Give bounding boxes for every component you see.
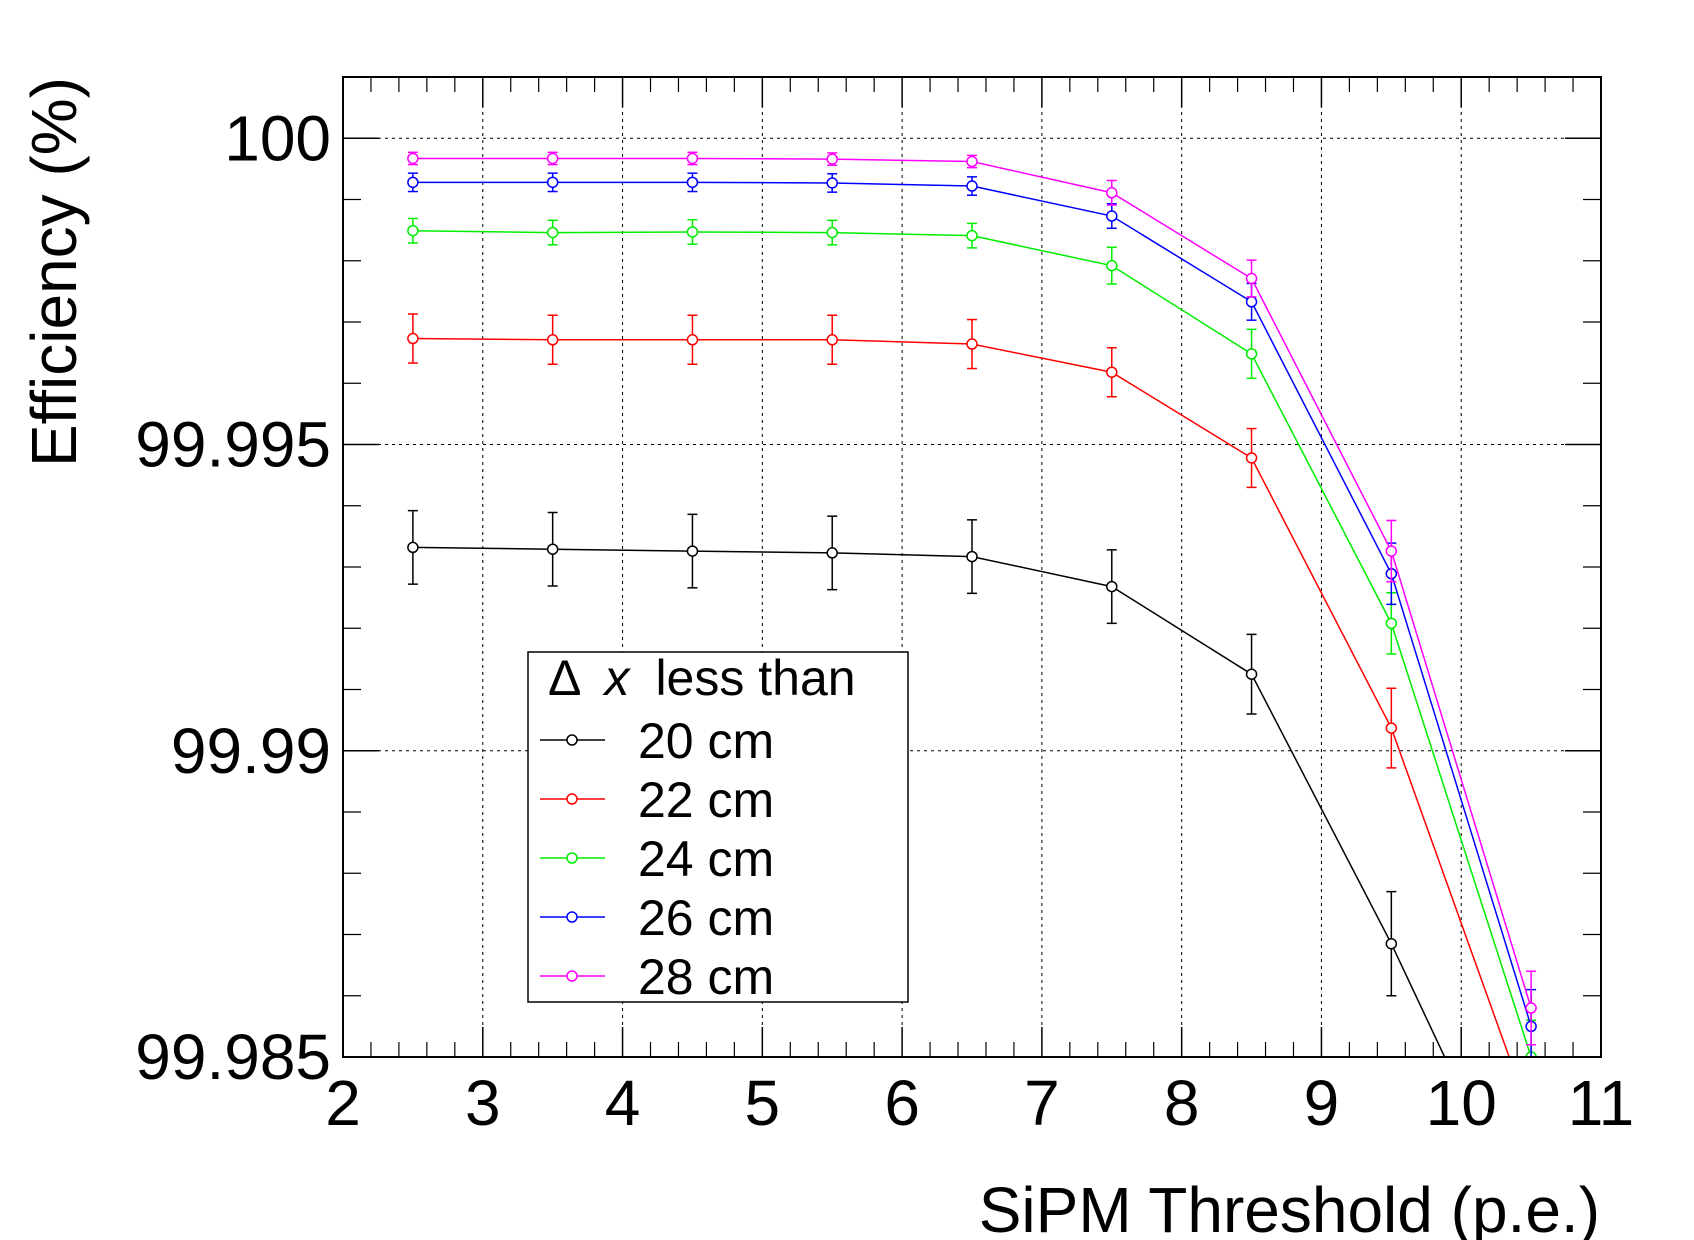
x-tick-label: 4	[605, 1067, 641, 1139]
data-point	[1525, 1002, 1537, 1014]
x-tick-label: 11	[1568, 1067, 1634, 1139]
data-point	[407, 152, 419, 165]
legend-entry: 24 cm	[540, 831, 774, 887]
data-point	[1245, 348, 1258, 360]
x-tick-label: 7	[1024, 1067, 1060, 1139]
plot-frame	[342, 76, 1602, 1058]
data-point	[1106, 366, 1118, 378]
legend-swatch-marker	[566, 793, 578, 805]
series-22-cm	[407, 313, 1536, 1123]
legend-title-text: less than	[655, 650, 855, 706]
data-point	[1106, 259, 1118, 272]
x-tick-label: 10	[1426, 1067, 1497, 1139]
data-point	[686, 152, 699, 165]
x-tick-label: 5	[745, 1067, 781, 1139]
axis-ticks	[342, 77, 1602, 1058]
data-series	[407, 151, 1537, 1123]
data-point	[1385, 722, 1398, 734]
x-tick-label: 9	[1304, 1067, 1340, 1139]
data-point	[966, 229, 978, 242]
data-point	[826, 334, 838, 346]
data-point	[546, 152, 559, 165]
legend-swatch-marker	[566, 734, 578, 746]
data-point	[1245, 272, 1258, 285]
series-26-cm	[407, 172, 1537, 1057]
legend-swatch-marker	[566, 970, 578, 982]
data-point	[1245, 296, 1258, 308]
y-tick-label: 99.995	[135, 409, 331, 481]
legend-swatch-marker	[566, 911, 578, 923]
x-axis-label: SiPM Threshold (p.e.)	[979, 1174, 1600, 1240]
legend-swatch-marker	[566, 852, 578, 864]
data-point	[826, 153, 838, 165]
legend-title-var: x	[603, 650, 632, 706]
data-point	[1106, 580, 1118, 593]
data-point	[546, 226, 559, 239]
data-point	[1385, 617, 1398, 630]
series-20-cm	[407, 509, 1446, 1057]
data-point	[407, 332, 419, 345]
data-point	[1106, 187, 1118, 199]
data-point	[966, 180, 978, 192]
data-point	[1245, 668, 1258, 680]
grid-lines	[343, 77, 1601, 1058]
data-point	[966, 155, 978, 168]
data-point	[1385, 937, 1398, 950]
x-tick-label: 3	[465, 1067, 501, 1139]
data-point	[686, 226, 699, 238]
y-axis-label: Efficiency (%)	[18, 77, 90, 467]
data-point	[966, 338, 978, 350]
tick-labels: 2 3 4 5 6 7 8 9 10 11 99.985 99.99 99.995 100	[135, 102, 1634, 1139]
data-point	[966, 550, 978, 563]
data-point	[1106, 210, 1118, 222]
data-point	[1245, 452, 1258, 464]
data-point	[546, 176, 559, 189]
legend-label: 20 cm	[638, 713, 774, 769]
legend-entry: 26 cm	[540, 890, 774, 946]
x-tick-label: 6	[884, 1067, 920, 1139]
data-point	[1385, 545, 1398, 557]
legend-title: Δ x less than	[548, 650, 856, 706]
legend-entry: 28 cm	[540, 949, 774, 1005]
data-point	[686, 334, 699, 346]
legend-entry: 22 cm	[540, 772, 774, 828]
data-point	[407, 176, 419, 189]
x-tick-label: 8	[1164, 1067, 1200, 1139]
data-point	[686, 545, 699, 557]
x-tick-label: 2	[325, 1067, 361, 1139]
legend-label: 24 cm	[638, 831, 774, 887]
y-tick-label: 100	[224, 102, 331, 174]
legend-label: 26 cm	[638, 890, 774, 946]
data-point	[1526, 1113, 1536, 1123]
legend-label: 28 cm	[638, 949, 774, 1005]
data-point	[546, 334, 559, 346]
legend-entry: 20 cm	[540, 713, 774, 769]
series-28-cm	[407, 151, 1537, 1046]
data-point	[546, 543, 559, 555]
y-tick-label: 99.99	[171, 715, 331, 787]
legend-title-delta: Δ	[548, 650, 580, 706]
data-point	[826, 177, 838, 189]
y-tick-label: 99.985	[135, 1021, 331, 1093]
data-point	[407, 541, 419, 554]
legend-box	[527, 651, 909, 1003]
legend-label: 22 cm	[638, 772, 774, 828]
data-point	[686, 176, 699, 189]
data-point	[826, 226, 838, 239]
data-point	[407, 224, 419, 237]
data-point	[826, 547, 838, 559]
